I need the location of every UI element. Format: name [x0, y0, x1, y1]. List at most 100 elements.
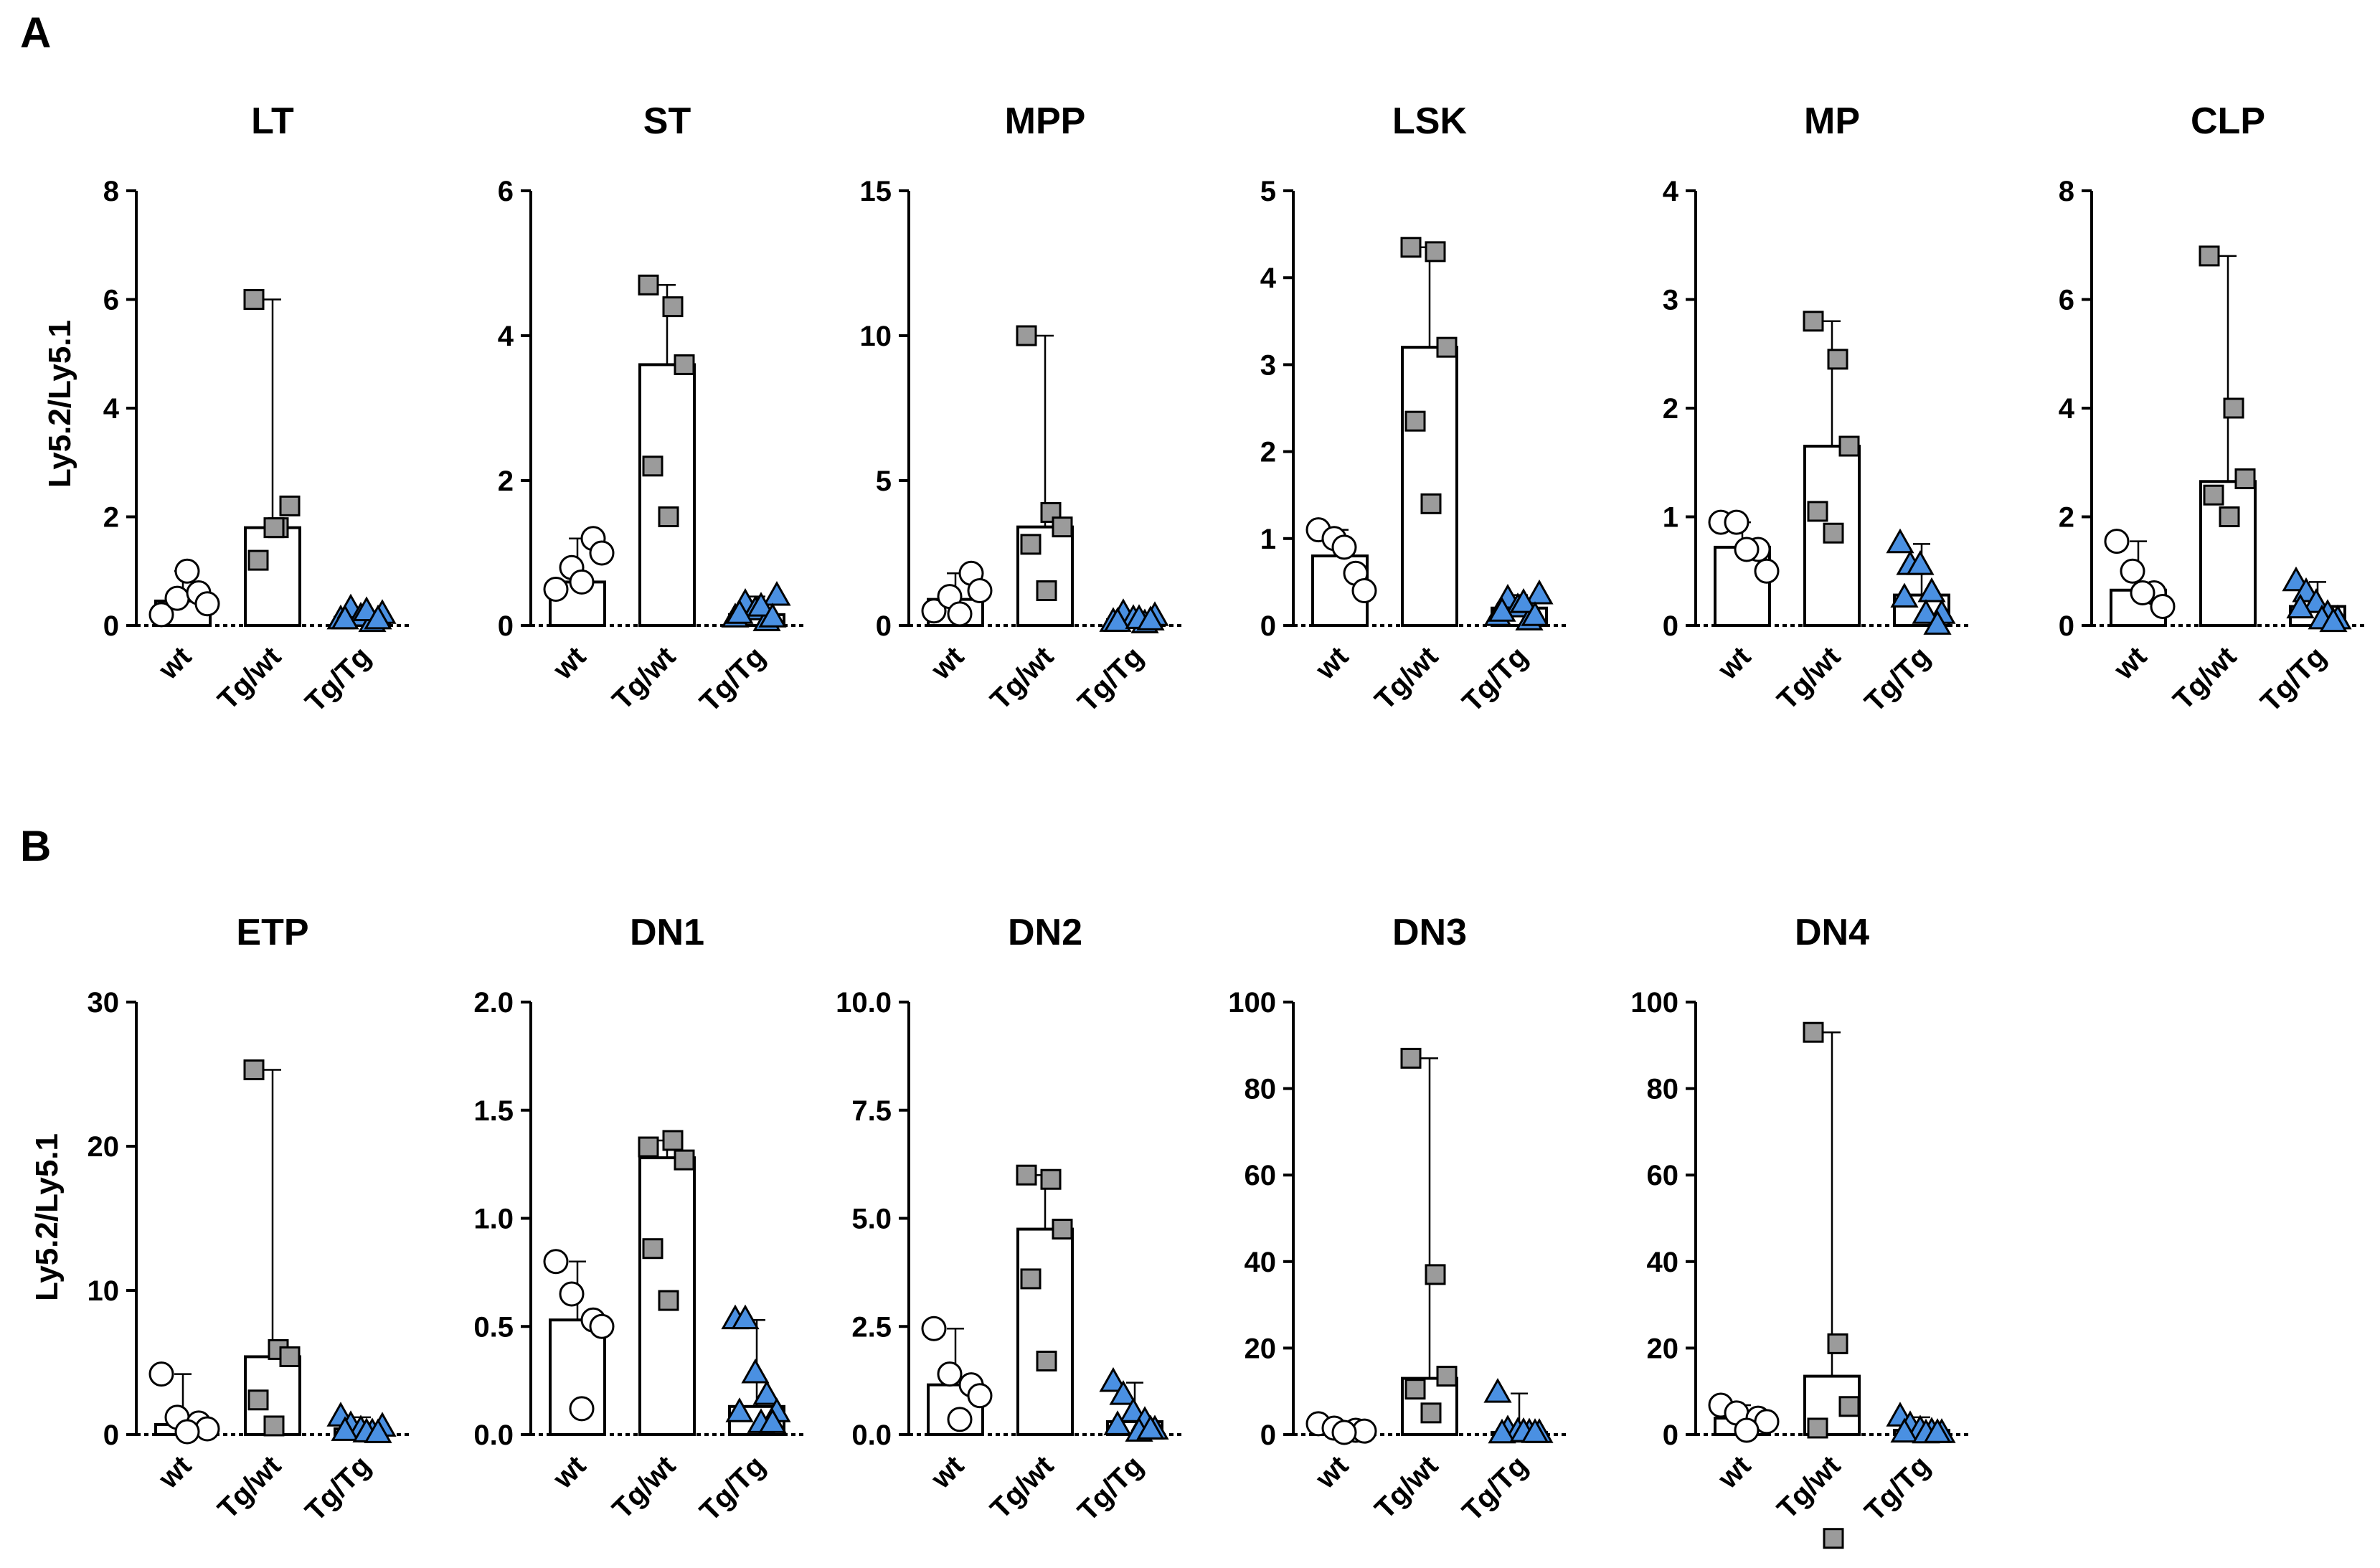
y-tick-label-clp: 8 — [2059, 176, 2074, 207]
point-dn1-2 — [752, 1380, 781, 1405]
point-st-2 — [758, 603, 787, 628]
chart-etp: ETP 0 10 20 30 wt Tg/wt Tg/Tg — [88, 912, 409, 1527]
point-dn4-1 — [1838, 1396, 1860, 1417]
point-clp-1 — [2234, 468, 2256, 489]
point-lsk-1 — [1436, 336, 1458, 358]
point-dn1-1 — [642, 1238, 664, 1260]
category-label-dn3-2: Tg/Tg — [1456, 1450, 1534, 1527]
y-axis-label-b: Ly5.2/Ly5.1 — [29, 1133, 65, 1301]
bar-lsk-1 — [1401, 346, 1458, 627]
y-tick-label-dn1: 2.0 — [473, 987, 514, 1019]
y-tick-label-lt: 0 — [103, 610, 119, 642]
y-tick-label-dn4: 0 — [1663, 1420, 1678, 1451]
y-tick-label-lsk: 4 — [1260, 263, 1277, 294]
point-dn1-0 — [543, 1249, 569, 1275]
point-lt-2 — [331, 604, 359, 630]
point-mp-0 — [1754, 558, 1780, 584]
point-st-0 — [543, 577, 569, 602]
y-tick-label-dn1: 1.5 — [473, 1095, 514, 1127]
point-dn2-1 — [1052, 1219, 1073, 1240]
point-st-1 — [638, 274, 659, 296]
point-st-1 — [674, 354, 695, 375]
y-tick-label-etp: 30 — [88, 987, 120, 1019]
point-mp-2 — [1917, 577, 1946, 603]
point-dn3-2 — [1488, 1418, 1516, 1444]
point-dn2-0 — [921, 1316, 947, 1341]
chart-title-dn4: DN4 — [1795, 912, 1869, 953]
point-etp-1 — [247, 1389, 269, 1411]
point-mpp-2 — [1103, 607, 1132, 632]
point-dn1-0 — [589, 1313, 615, 1339]
y-tick-label-dn3: 60 — [1245, 1160, 1277, 1191]
y-tick-label-etp: 0 — [103, 1420, 119, 1451]
point-mp-1 — [1838, 435, 1860, 457]
point-mpp-0 — [967, 578, 993, 604]
y-tick-label-mpp: 15 — [860, 176, 892, 207]
point-lsk-2 — [1521, 601, 1549, 626]
category-label-etp-1: Tg/wt — [212, 1450, 287, 1525]
bar-lt-1 — [244, 526, 301, 628]
y-tick-label-dn1: 1.0 — [473, 1204, 514, 1235]
category-label-st-2: Tg/Tg — [694, 641, 771, 718]
point-st-2 — [762, 580, 791, 606]
point-etp-1 — [243, 1059, 265, 1080]
y-tick-label-dn3: 100 — [1228, 987, 1276, 1019]
y-tick-label-dn2: 5.0 — [851, 1204, 892, 1235]
point-dn2-1 — [1020, 1268, 1042, 1290]
point-clp-0 — [2130, 580, 2155, 606]
point-clp-2 — [2286, 593, 2315, 619]
y-tick-label-dn3: 80 — [1245, 1074, 1277, 1105]
point-clp-0 — [2104, 529, 2130, 554]
point-lt-0 — [164, 585, 190, 611]
y-tick-label-etp: 20 — [88, 1131, 120, 1163]
category-label-lsk-2: Tg/Tg — [1456, 641, 1534, 718]
category-label-clp-2: Tg/Tg — [2254, 641, 2332, 718]
point-lsk-0 — [1331, 534, 1357, 560]
y-tick-label-clp: 2 — [2059, 502, 2074, 534]
point-dn1-2 — [741, 1358, 770, 1384]
category-label-dn3-1: Tg/wt — [1369, 1450, 1444, 1525]
y-tick-label-lsk: 0 — [1260, 610, 1276, 642]
y-tick-label-mp: 2 — [1663, 393, 1678, 425]
point-lt-0 — [148, 602, 174, 628]
chart-lt: LT 0 2 4 6 8 wt Tg/wt Tg/Tg — [103, 100, 409, 718]
category-label-dn4-0: wt — [1711, 1450, 1757, 1495]
point-dn2-1 — [1016, 1164, 1037, 1186]
category-label-st-1: Tg/wt — [606, 641, 681, 716]
panel-letter-a: A — [20, 9, 51, 57]
y-tick-label-dn2: 0.0 — [851, 1420, 892, 1451]
point-st-1 — [642, 455, 664, 477]
point-clp-0 — [2150, 593, 2176, 619]
point-dn2-0 — [937, 1361, 963, 1387]
y-tick-label-dn1: 0.0 — [473, 1420, 514, 1451]
point-lt-0 — [194, 591, 220, 617]
point-lsk-1 — [1425, 241, 1446, 263]
point-dn3-1 — [1404, 1379, 1426, 1400]
category-label-lt-0: wt — [152, 641, 197, 686]
point-mp-1 — [1823, 522, 1844, 544]
category-label-dn2-1: Tg/wt — [984, 1450, 1059, 1525]
y-tick-label-dn4: 80 — [1647, 1074, 1679, 1105]
y-tick-label-dn4: 100 — [1630, 987, 1678, 1019]
category-label-st-0: wt — [547, 641, 592, 686]
category-label-mp-2: Tg/Tg — [1859, 641, 1936, 718]
chart-title-st: ST — [643, 100, 691, 142]
y-tick-label-clp: 4 — [2059, 393, 2075, 425]
y-tick-label-mpp: 0 — [876, 610, 892, 642]
point-dn2-1 — [1036, 1350, 1057, 1371]
point-dn2-2 — [1109, 1380, 1138, 1405]
y-tick-label-etp: 10 — [88, 1275, 120, 1307]
category-label-lt-2: Tg/Tg — [299, 641, 377, 718]
y-tick-label-dn1: 0.5 — [473, 1311, 514, 1343]
point-etp-0 — [148, 1361, 174, 1387]
point-dn3-2 — [1483, 1378, 1512, 1403]
chart-title-mpp: MPP — [1005, 100, 1086, 142]
y-tick-label-dn2: 10.0 — [836, 987, 892, 1019]
point-dn1-2 — [758, 1408, 787, 1433]
point-mp-0 — [1734, 537, 1760, 562]
point-st-1 — [662, 296, 684, 318]
chart-mpp: MPP 0 5 10 15 wt Tg/wt Tg/Tg — [860, 100, 1181, 718]
point-lsk-0 — [1351, 578, 1377, 604]
chart-title-dn3: DN3 — [1392, 912, 1467, 953]
